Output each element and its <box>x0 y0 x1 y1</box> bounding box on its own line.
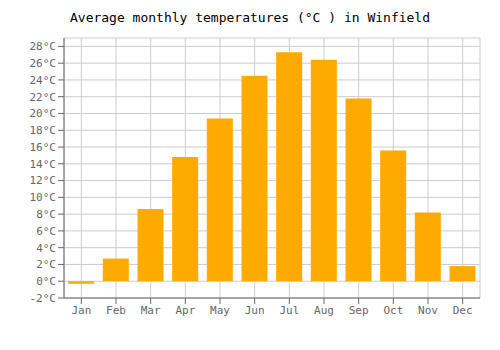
svg-text:10°C: 10°C <box>30 191 57 204</box>
svg-text:16°C: 16°C <box>30 141 57 154</box>
svg-text:0°C: 0°C <box>36 275 56 288</box>
svg-text:12°C: 12°C <box>30 174 57 187</box>
svg-text:Mar: Mar <box>141 304 161 317</box>
svg-text:28°C: 28°C <box>30 40 57 53</box>
svg-text:18°C: 18°C <box>30 124 57 137</box>
svg-text:Oct: Oct <box>383 304 403 317</box>
svg-text:24°C: 24°C <box>30 74 57 87</box>
svg-text:Nov: Nov <box>418 304 438 317</box>
svg-text:2°C: 2°C <box>36 258 56 271</box>
svg-text:6°C: 6°C <box>36 225 56 238</box>
svg-text:Jun: Jun <box>245 304 265 317</box>
svg-text:26°C: 26°C <box>30 57 57 70</box>
svg-text:4°C: 4°C <box>36 242 56 255</box>
svg-text:Aug: Aug <box>314 304 334 317</box>
svg-text:20°C: 20°C <box>30 107 57 120</box>
svg-text:Jul: Jul <box>279 304 299 317</box>
html-text:Average monthly temperatures (: Average monthly temperatures (°C ) in Wi… <box>70 10 430 25</box>
svg-text:22°C: 22°C <box>30 91 57 104</box>
svg-text:-2°C: -2°C <box>30 292 57 305</box>
svg-text:Apr: Apr <box>175 304 195 317</box>
svg-text:May: May <box>210 304 230 317</box>
svg-text:Jan: Jan <box>71 304 91 317</box>
svg-text:Sep: Sep <box>349 304 369 317</box>
svg-text:Dec: Dec <box>453 304 473 317</box>
svg-text:Feb: Feb <box>106 304 126 317</box>
svg-text:8°C: 8°C <box>36 208 56 221</box>
svg-text:14°C: 14°C <box>30 158 57 171</box>
